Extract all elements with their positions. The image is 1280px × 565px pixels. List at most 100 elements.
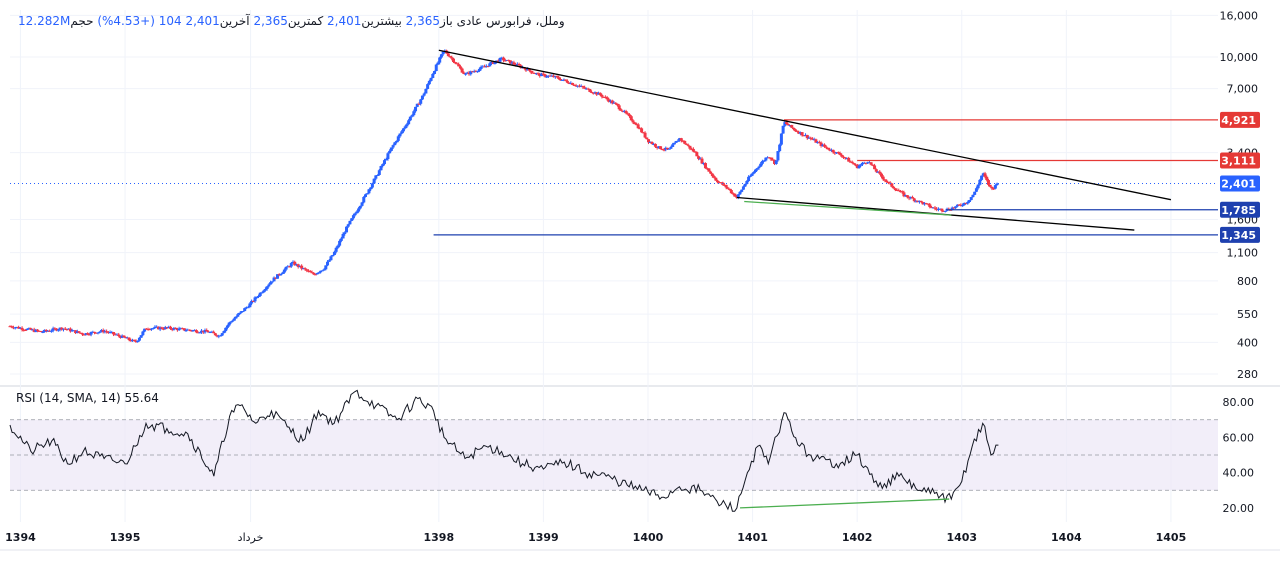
candle-body: [807, 137, 811, 139]
candle: [591, 92, 595, 95]
candle-body: [829, 149, 833, 151]
candle-body: [341, 233, 345, 239]
candle-body: [91, 331, 95, 333]
candle: [576, 85, 580, 88]
candle: [269, 280, 273, 285]
candle-body: [30, 329, 34, 331]
candle-body: [360, 202, 364, 206]
candle-body: [545, 76, 549, 78]
candle: [32, 327, 36, 333]
candle-body: [393, 142, 397, 146]
candle-body: [864, 162, 868, 164]
candle-body: [750, 173, 754, 176]
candle: [481, 65, 485, 68]
candle-body: [747, 176, 751, 182]
candle-body: [552, 75, 556, 78]
candle-body: [79, 332, 83, 334]
candle-body: [659, 146, 663, 150]
candle: [974, 186, 978, 193]
candle-body: [372, 178, 376, 184]
candle: [248, 302, 252, 308]
candle-body: [909, 197, 913, 199]
candle-body: [926, 203, 930, 205]
candle-body: [534, 73, 538, 75]
candle-body: [84, 333, 88, 335]
candle: [476, 70, 480, 73]
candle-body: [612, 102, 616, 104]
candle-body: [569, 82, 573, 84]
candle: [48, 329, 52, 332]
candle: [862, 161, 866, 164]
candle-body: [446, 53, 450, 57]
candle: [533, 72, 537, 74]
low-label: کمترین: [287, 14, 324, 28]
candle-body: [363, 194, 367, 197]
candle: [246, 305, 250, 309]
candle-body: [843, 157, 847, 159]
candle: [484, 64, 488, 68]
candle: [477, 67, 481, 73]
candle: [153, 325, 157, 329]
candle-body: [415, 103, 419, 107]
candle: [964, 202, 968, 205]
candle-body: [628, 114, 632, 117]
candle: [277, 273, 281, 277]
candle-body: [738, 191, 742, 195]
candle: [196, 331, 200, 334]
time-axis: 1394 1395 خرداد 1398 1399 1400 1401 1402 1403 140…: [5, 531, 1186, 544]
candle: [980, 175, 984, 181]
candle: [174, 327, 178, 329]
candle: [198, 331, 202, 334]
candle-body: [310, 272, 314, 274]
candle: [384, 157, 388, 161]
candle: [971, 194, 975, 198]
candle-body: [510, 62, 514, 64]
candle: [270, 281, 274, 284]
candle: [143, 328, 147, 333]
candle-body: [168, 326, 172, 329]
candle-body: [681, 140, 685, 142]
candle: [75, 329, 79, 334]
candle-body: [759, 163, 763, 167]
candle: [452, 57, 456, 64]
candle-body: [156, 326, 160, 330]
candle-body: [536, 73, 540, 75]
rsi-tick-label: 60.00: [1223, 431, 1255, 444]
candle: [893, 187, 897, 192]
candle: [590, 90, 594, 93]
candle: [879, 172, 883, 179]
candle-body: [455, 63, 459, 65]
candle-body: [206, 331, 210, 333]
candle: [546, 75, 550, 78]
price-badge-label: 1,345: [1221, 229, 1256, 242]
candle-body: [531, 72, 535, 74]
candle: [131, 338, 135, 342]
candle-body: [336, 245, 340, 248]
candle: [728, 188, 732, 191]
candle: [67, 328, 71, 330]
candle: [396, 134, 400, 143]
candle: [678, 137, 682, 142]
candle: [538, 72, 542, 78]
candle-body: [735, 196, 739, 198]
candle: [952, 206, 956, 209]
candle: [229, 321, 233, 325]
candle-body: [600, 94, 604, 97]
candle: [260, 291, 264, 294]
candle-body: [34, 329, 38, 332]
candle: [595, 91, 599, 97]
candle: [771, 157, 775, 161]
candle-body: [978, 179, 982, 185]
candle: [955, 204, 959, 208]
candle: [303, 267, 307, 271]
candle-body: [410, 115, 414, 117]
candle-body: [427, 80, 431, 85]
candle: [562, 78, 566, 82]
candle: [674, 140, 678, 143]
candle-body: [365, 193, 369, 195]
candle: [372, 178, 376, 184]
candle-body: [208, 332, 212, 334]
candle-body: [716, 180, 720, 183]
candle-body: [98, 331, 102, 333]
candle-body: [503, 60, 507, 62]
